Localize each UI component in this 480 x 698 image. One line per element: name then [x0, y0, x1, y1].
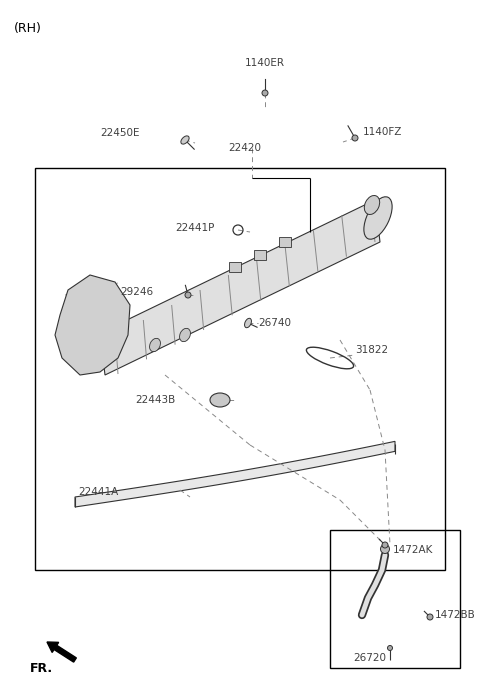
Bar: [229, 262, 241, 272]
Ellipse shape: [352, 135, 358, 141]
Ellipse shape: [180, 328, 191, 341]
Bar: [35, 168, 445, 570]
Ellipse shape: [387, 646, 393, 651]
Text: 1472AK: 1472AK: [393, 545, 433, 555]
Ellipse shape: [427, 614, 433, 620]
Ellipse shape: [381, 544, 389, 554]
Ellipse shape: [185, 292, 191, 298]
Text: 1472BB: 1472BB: [435, 610, 476, 620]
Bar: [279, 237, 291, 247]
Ellipse shape: [150, 339, 160, 352]
Ellipse shape: [210, 393, 230, 407]
Polygon shape: [75, 441, 395, 507]
Text: 22443B: 22443B: [135, 395, 175, 405]
Ellipse shape: [262, 90, 268, 96]
Text: 31822: 31822: [355, 345, 388, 355]
Polygon shape: [100, 200, 380, 375]
Text: 1140ER: 1140ER: [245, 58, 285, 68]
Text: 22450E: 22450E: [100, 128, 140, 138]
Bar: [254, 250, 266, 260]
Text: 22441P: 22441P: [175, 223, 215, 233]
Text: FR.: FR.: [30, 662, 53, 674]
Text: 1140FZ: 1140FZ: [363, 127, 402, 137]
Ellipse shape: [244, 318, 252, 327]
Bar: [330, 530, 460, 668]
Ellipse shape: [364, 195, 380, 214]
Polygon shape: [55, 275, 130, 375]
Text: (RH): (RH): [14, 22, 42, 35]
Text: 26740: 26740: [258, 318, 291, 328]
Text: 22420: 22420: [228, 143, 261, 153]
Ellipse shape: [364, 197, 392, 239]
Text: 29246: 29246: [120, 287, 153, 297]
Ellipse shape: [181, 136, 189, 144]
Text: 22441A: 22441A: [78, 487, 118, 497]
Text: 26720: 26720: [353, 653, 386, 663]
Ellipse shape: [382, 542, 388, 548]
FancyArrow shape: [47, 642, 76, 662]
